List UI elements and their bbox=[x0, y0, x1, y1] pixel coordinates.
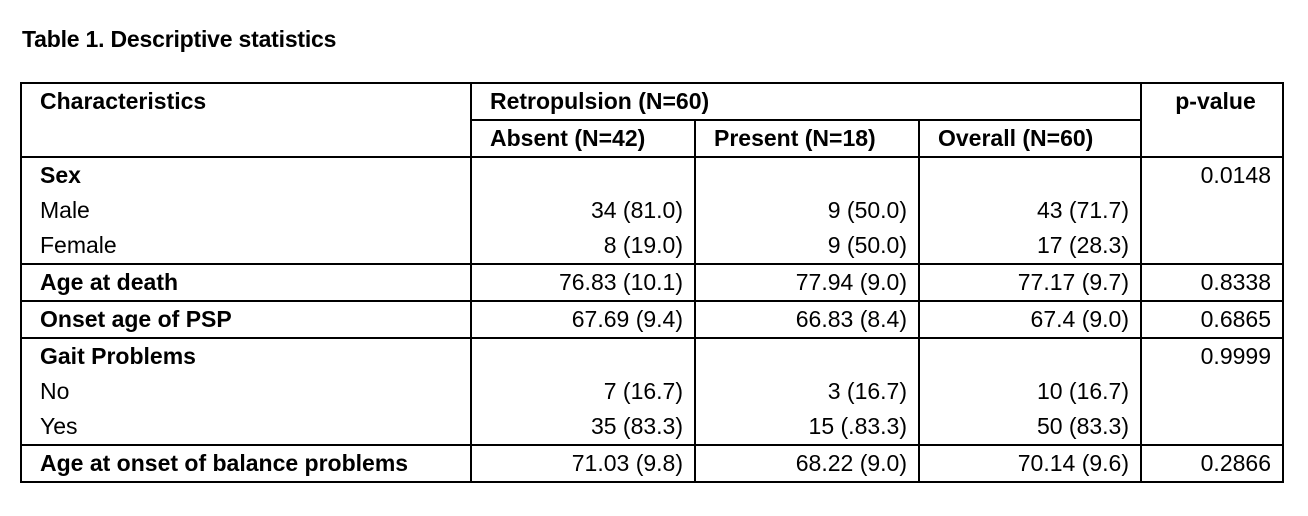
cell-empty bbox=[1141, 374, 1283, 409]
cell-sex-pvalue: 0.0148 bbox=[1200, 162, 1271, 188]
cell-yes-present: 15 (.83.3) bbox=[695, 409, 920, 446]
cell-age-death-present: 77.94 (9.0) bbox=[695, 264, 920, 302]
cell-empty bbox=[1141, 193, 1283, 228]
row-label-no: No bbox=[21, 374, 472, 409]
cell-empty bbox=[919, 338, 1142, 374]
row-label-yes: Yes bbox=[21, 409, 472, 446]
cell-empty bbox=[471, 157, 696, 193]
cell-empty bbox=[1141, 409, 1283, 446]
table-row: Male 34 (81.0) 9 (50.0) 43 (71.7) bbox=[21, 193, 1283, 228]
header-retropulsion: Retropulsion (N=60) bbox=[471, 83, 1142, 120]
cell-no-absent: 7 (16.7) bbox=[471, 374, 696, 409]
cell-male-absent: 34 (81.0) bbox=[471, 193, 696, 228]
cell-age-death-overall: 77.17 (9.7) bbox=[919, 264, 1142, 302]
cell-age-death-pvalue: 0.8338 bbox=[1141, 264, 1283, 302]
table-row: No 7 (16.7) 3 (16.7) 10 (16.7) bbox=[21, 374, 1283, 409]
cell-empty bbox=[695, 338, 920, 374]
cell-no-present: 3 (16.7) bbox=[695, 374, 920, 409]
table-row: Yes 35 (83.3) 15 (.83.3) 50 (83.3) bbox=[21, 409, 1283, 446]
table-row: Onset age of PSP 67.69 (9.4) 66.83 (8.4)… bbox=[21, 301, 1283, 339]
cell-age-death-absent: 76.83 (10.1) bbox=[471, 264, 696, 302]
cell-balance-present: 68.22 (9.0) bbox=[695, 445, 920, 482]
cell-onset-psp-pvalue: 0.6865 bbox=[1141, 301, 1283, 339]
row-label-male: Male bbox=[21, 193, 472, 228]
row-label-balance-onset: Age at onset of balance problems bbox=[21, 445, 472, 482]
row-label-onset-psp: Onset age of PSP bbox=[21, 301, 472, 339]
cell-onset-psp-absent: 67.69 (9.4) bbox=[471, 301, 696, 339]
row-label-gait-problems: Gait Problems bbox=[21, 338, 472, 374]
cell-onset-psp-present: 66.83 (8.4) bbox=[695, 301, 920, 339]
cell-yes-overall: 50 (83.3) bbox=[919, 409, 1142, 446]
cell-onset-psp-overall: 67.4 (9.0) bbox=[919, 301, 1142, 339]
table-row: Age at death 76.83 (10.1) 77.94 (9.0) 77… bbox=[21, 264, 1283, 302]
cell-gait-pvalue: 0.9999 bbox=[1200, 343, 1271, 369]
table-row: Sex 0.0148 bbox=[21, 157, 1283, 193]
cell-male-present: 9 (50.0) bbox=[695, 193, 920, 228]
header-overall: Overall (N=60) bbox=[919, 119, 1142, 158]
cell-empty bbox=[695, 157, 920, 193]
cell-female-absent: 8 (19.0) bbox=[471, 228, 696, 265]
header-p-value: p-value bbox=[1141, 83, 1283, 158]
header-absent: Absent (N=42) bbox=[471, 119, 696, 158]
header-present: Present (N=18) bbox=[695, 119, 920, 158]
cell-balance-absent: 71.03 (9.8) bbox=[471, 445, 696, 482]
table-row: Female 8 (19.0) 9 (50.0) 17 (28.3) bbox=[21, 228, 1283, 265]
cell-female-overall: 17 (28.3) bbox=[919, 228, 1142, 265]
cell-balance-overall: 70.14 (9.6) bbox=[919, 445, 1142, 482]
row-label-age-at-death: Age at death bbox=[21, 264, 472, 302]
cell-empty bbox=[471, 338, 696, 374]
cell-male-overall: 43 (71.7) bbox=[919, 193, 1142, 228]
table-row: Gait Problems 0.9999 bbox=[21, 338, 1283, 374]
row-label-sex: Sex bbox=[21, 157, 472, 193]
cell-balance-pvalue: 0.2866 bbox=[1200, 450, 1271, 476]
descriptive-statistics-table: Characteristics Retropulsion (N=60) p-va… bbox=[20, 82, 1284, 483]
table-row: Age at onset of balance problems 71.03 (… bbox=[21, 445, 1283, 482]
cell-empty bbox=[919, 157, 1142, 193]
table-caption: Table 1. Descriptive statistics bbox=[22, 26, 337, 52]
row-label-female: Female bbox=[21, 228, 472, 265]
cell-empty bbox=[1141, 228, 1283, 265]
cell-yes-absent: 35 (83.3) bbox=[471, 409, 696, 446]
header-characteristics: Characteristics bbox=[21, 83, 472, 158]
cell-female-present: 9 (50.0) bbox=[695, 228, 920, 265]
cell-no-overall: 10 (16.7) bbox=[919, 374, 1142, 409]
